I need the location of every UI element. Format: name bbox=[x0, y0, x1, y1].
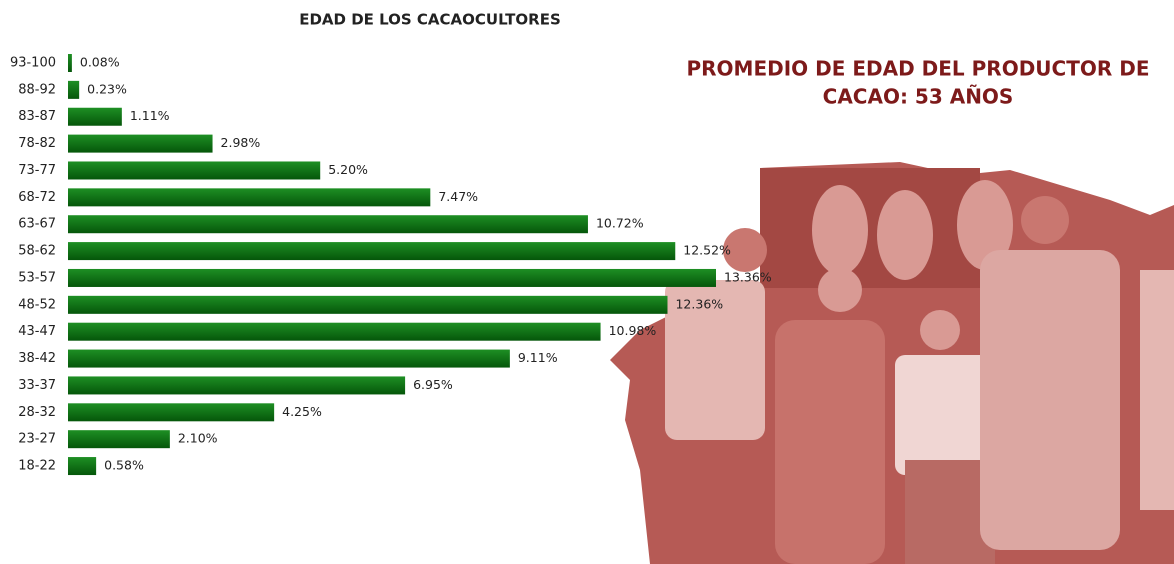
category-label: 33-37 bbox=[18, 378, 56, 393]
category-label: 88-92 bbox=[18, 82, 56, 97]
value-label: 12.52% bbox=[683, 243, 731, 258]
value-label: 13.36% bbox=[724, 269, 772, 284]
annotation: CACAO: 53 AÑOS bbox=[823, 85, 1014, 109]
annotation: PROMEDIO DE EDAD DEL PRODUCTOR DE bbox=[687, 57, 1150, 81]
bar bbox=[68, 134, 213, 153]
bar bbox=[68, 161, 321, 180]
category-label: 48-52 bbox=[18, 297, 56, 312]
value-label: 6.95% bbox=[413, 377, 453, 392]
category-label: 43-47 bbox=[18, 324, 56, 339]
bar bbox=[68, 457, 97, 476]
category-label: 73-77 bbox=[18, 163, 56, 178]
bar bbox=[68, 54, 72, 72]
value-label: 4.25% bbox=[282, 404, 322, 419]
bar bbox=[68, 376, 406, 395]
bar bbox=[68, 268, 716, 287]
bar bbox=[68, 215, 588, 234]
value-label: 10.98% bbox=[609, 323, 657, 338]
value-label: 2.98% bbox=[221, 135, 261, 150]
category-label: 38-42 bbox=[18, 351, 56, 366]
photo bbox=[610, 162, 1174, 564]
bar bbox=[68, 107, 122, 126]
category-label: 23-27 bbox=[18, 432, 56, 447]
bar bbox=[68, 80, 80, 99]
value-label: 7.47% bbox=[438, 189, 478, 204]
value-label: 9.11% bbox=[518, 350, 558, 365]
category-label: 63-67 bbox=[18, 217, 56, 232]
value-label: 2.10% bbox=[178, 431, 218, 446]
bar bbox=[68, 349, 510, 368]
value-label: 0.58% bbox=[104, 458, 144, 473]
bar bbox=[68, 295, 668, 314]
category-label: 28-32 bbox=[18, 405, 56, 420]
category-label: 68-72 bbox=[18, 190, 56, 205]
bar bbox=[68, 188, 431, 207]
value-label: 5.20% bbox=[328, 162, 368, 177]
value-label: 0.08% bbox=[80, 55, 120, 70]
value-label: 0.23% bbox=[87, 81, 127, 96]
category-label: 18-22 bbox=[18, 459, 56, 474]
category-label: 58-62 bbox=[18, 244, 56, 259]
bar bbox=[68, 430, 170, 449]
category-label: 78-82 bbox=[18, 136, 56, 151]
category-label: 83-87 bbox=[18, 109, 56, 124]
category-label: 53-57 bbox=[18, 270, 56, 285]
chart-title: EDAD DE LOS CACAOCULTORES bbox=[299, 11, 561, 29]
value-label: 1.11% bbox=[130, 108, 170, 123]
value-label: 10.72% bbox=[596, 216, 644, 231]
category-label: 93-100 bbox=[10, 56, 56, 71]
bar bbox=[68, 242, 676, 261]
value-label: 12.36% bbox=[675, 296, 723, 311]
bar bbox=[68, 322, 601, 341]
bar bbox=[68, 403, 275, 422]
